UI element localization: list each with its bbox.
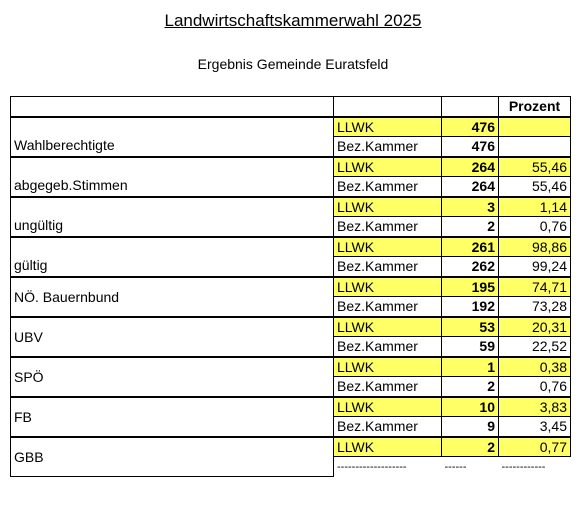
page-subtitle: Ergebnis Gemeinde Euratsfeld bbox=[197, 56, 389, 72]
category-label: GBB bbox=[10, 435, 334, 477]
type-cell: LLWK bbox=[333, 275, 442, 297]
percent-cell: 0,76 bbox=[498, 376, 571, 397]
value-cell: 10 bbox=[441, 395, 499, 417]
table-row: Bez.Kammer 192 73,28 bbox=[11, 296, 571, 317]
type-cell: LLWK bbox=[333, 355, 442, 377]
type-cell: Bez.Kammer bbox=[333, 296, 442, 317]
value-cell: 53 bbox=[441, 315, 499, 337]
table-header-row: Prozent bbox=[10, 96, 571, 117]
table-row: UBV LLWK 53 20,31 bbox=[10, 315, 571, 357]
percent-cell: 0,76 bbox=[498, 216, 571, 237]
type-cell: LLWK bbox=[333, 235, 442, 257]
value-cell: 192 bbox=[441, 296, 499, 317]
percent-cell: 73,28 bbox=[498, 296, 571, 317]
value-cell: 261 bbox=[441, 235, 499, 257]
value-cell: 59 bbox=[441, 336, 499, 357]
table-row: NÖ. Bauernbund LLWK 195 74,71 bbox=[10, 275, 571, 317]
percent-cell: 55,46 bbox=[498, 176, 571, 197]
percent-cell: 55,46 bbox=[498, 155, 571, 177]
header-blank bbox=[441, 96, 499, 117]
footer-percent-dash: ------------ bbox=[501, 460, 546, 473]
table-row: ungültig LLWK 3 1,14 bbox=[10, 195, 571, 237]
value-cell: 9 bbox=[441, 416, 499, 437]
value-cell: 2 bbox=[441, 376, 499, 397]
value-cell: 476 bbox=[441, 136, 499, 157]
value-cell: 2 bbox=[441, 216, 499, 237]
value-cell: 2 bbox=[441, 435, 499, 457]
header-percent: Prozent bbox=[498, 96, 571, 117]
type-cell: LLWK bbox=[333, 435, 442, 457]
type-cell: LLWK bbox=[333, 195, 442, 217]
category-label: NÖ. Bauernbund bbox=[10, 275, 334, 317]
type-cell: Bez.Kammer bbox=[333, 176, 442, 197]
table-row: FB LLWK 10 3,83 bbox=[10, 395, 571, 437]
percent-cell: 98,86 bbox=[498, 235, 571, 257]
percent-cell: 0,38 bbox=[498, 355, 571, 377]
page-title: Landwirtschaftskammerwahl 2025 bbox=[164, 11, 422, 30]
value-cell: 476 bbox=[441, 115, 499, 137]
category-label: FB bbox=[10, 395, 334, 437]
type-cell: Bez.Kammer bbox=[333, 136, 442, 157]
header-blank bbox=[10, 96, 334, 117]
type-cell: Bez.Kammer bbox=[333, 336, 442, 357]
value-cell: 1 bbox=[441, 355, 499, 377]
results-table: Prozent Wahlberechtigte LLWK 476 Bez.Kammer… bbox=[10, 96, 571, 477]
percent-cell bbox=[498, 136, 571, 157]
value-cell: 3 bbox=[441, 195, 499, 217]
percent-cell: 20,31 bbox=[498, 315, 571, 337]
percent-cell: 22,52 bbox=[498, 336, 571, 357]
category-label: SPÖ bbox=[10, 355, 334, 397]
category-label: Wahlberechtigte bbox=[10, 115, 334, 157]
value-cell: 195 bbox=[441, 275, 499, 297]
table-footer-row: ------------------- ------ ------------ bbox=[11, 457, 571, 477]
type-cell: Bez.Kammer bbox=[333, 256, 442, 277]
table-row: Bez.Kammer 2 0,76 bbox=[11, 376, 571, 397]
type-cell: LLWK bbox=[333, 155, 442, 177]
percent-cell: 74,71 bbox=[498, 275, 571, 297]
table-row: Bez.Kammer 59 22,52 bbox=[11, 336, 571, 357]
percent-cell: 99,24 bbox=[498, 256, 571, 277]
table-row: Bez.Kammer 9 3,45 bbox=[11, 416, 571, 437]
table-row: Wahlberechtigte LLWK 476 bbox=[10, 115, 571, 157]
type-cell: LLWK bbox=[333, 115, 442, 137]
type-cell: LLWK bbox=[333, 395, 442, 417]
footer-type-dash: ------------------- bbox=[337, 460, 407, 473]
value-cell: 264 bbox=[441, 176, 499, 197]
type-cell: Bez.Kammer bbox=[333, 376, 442, 397]
percent-cell: 3,83 bbox=[498, 395, 571, 417]
value-cell: 262 bbox=[441, 256, 499, 277]
table-row: Bez.Kammer 2 0,76 bbox=[11, 216, 571, 237]
percent-cell: 3,45 bbox=[498, 416, 571, 437]
table-row: abgegeb.Stimmen LLWK 264 55,46 bbox=[10, 155, 571, 197]
percent-cell: 0,77 bbox=[498, 435, 571, 457]
category-label: abgegeb.Stimmen bbox=[10, 155, 334, 197]
table-row: SPÖ LLWK 1 0,38 bbox=[10, 355, 571, 397]
type-cell: LLWK bbox=[333, 315, 442, 337]
header-blank bbox=[333, 96, 442, 117]
value-cell: 264 bbox=[441, 155, 499, 177]
table-row: Bez.Kammer 264 55,46 bbox=[11, 176, 571, 197]
footer-value-dash: ------ bbox=[444, 460, 467, 473]
category-label: ungültig bbox=[10, 195, 334, 237]
table-row: GBB LLWK 2 0,77 bbox=[10, 435, 571, 477]
percent-cell: 1,14 bbox=[498, 195, 571, 217]
category-label: gültig bbox=[10, 235, 334, 277]
table-row: gültig LLWK 261 98,86 bbox=[10, 235, 571, 277]
type-cell: Bez.Kammer bbox=[333, 216, 442, 237]
type-cell: Bez.Kammer bbox=[333, 416, 442, 437]
category-label: UBV bbox=[10, 315, 334, 357]
table-row: Bez.Kammer 262 99,24 bbox=[11, 256, 571, 277]
percent-cell bbox=[498, 115, 571, 137]
